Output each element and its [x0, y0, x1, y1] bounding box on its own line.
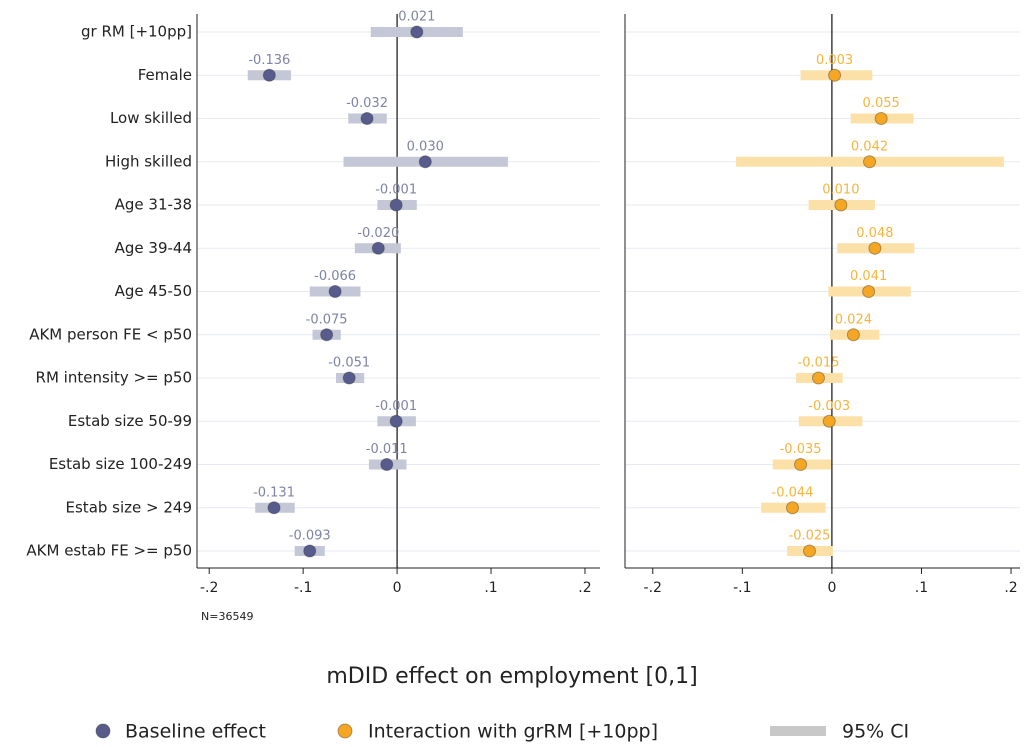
point	[874, 112, 888, 125]
point	[328, 285, 342, 298]
legend-label: Baseline effect	[125, 721, 266, 743]
value-label: -0.001	[375, 399, 417, 414]
value-label: -0.003	[808, 399, 850, 414]
value-label: 0.010	[822, 183, 859, 198]
category-label: Age 31-38	[115, 196, 192, 214]
x-tick-label: 0	[827, 580, 836, 596]
category-label: RM intensity >= p50	[36, 369, 192, 387]
x-axis-title: mDID effect on employment [0,1]	[326, 664, 697, 689]
note: N=36549	[201, 610, 253, 623]
point	[846, 328, 860, 342]
value-label: -0.066	[314, 269, 356, 284]
value-label: 0.041	[850, 269, 887, 284]
value-label: -0.035	[780, 442, 822, 457]
x-tick-label: -.2	[644, 580, 662, 596]
point	[863, 155, 877, 169]
point	[303, 544, 317, 558]
value-label: -0.015	[798, 356, 840, 371]
value-label: 0.003	[816, 53, 853, 68]
point	[803, 544, 817, 558]
value-label: -0.093	[289, 529, 331, 544]
point	[862, 285, 876, 298]
category-label: Age 39-44	[115, 239, 192, 257]
point	[262, 68, 276, 82]
legend-marker	[770, 726, 826, 736]
point	[342, 371, 356, 385]
value-label: -0.025	[789, 529, 831, 544]
category-label: Low skilled	[110, 109, 192, 127]
x-tick-label: .1	[915, 580, 928, 596]
category-label: Estab size 50-99	[68, 412, 192, 430]
value-label: 0.042	[851, 139, 888, 154]
category-label: Age 45-50	[115, 282, 192, 300]
point	[371, 241, 385, 255]
value-label: 0.030	[407, 139, 444, 154]
value-label: -0.020	[357, 226, 399, 241]
value-label: -0.075	[306, 312, 348, 327]
point	[410, 25, 424, 39]
category-label: Estab size 100-249	[49, 455, 192, 473]
value-label: -0.136	[248, 53, 290, 68]
category-label: AKM estab FE >= p50	[26, 542, 192, 560]
x-tick-label: .2	[1004, 580, 1017, 596]
legend-marker	[95, 723, 111, 739]
value-label: 0.048	[856, 226, 893, 241]
category-label: High skilled	[105, 152, 192, 170]
point	[868, 241, 882, 255]
point	[389, 198, 403, 212]
category-label: gr RM [+10pp]	[81, 23, 192, 41]
legend-label: 95% CI	[842, 721, 909, 743]
x-tick-label: 0	[393, 580, 402, 596]
point	[267, 501, 281, 515]
value-label: 0.024	[835, 312, 872, 327]
point	[380, 458, 394, 471]
point	[418, 155, 432, 169]
value-label: -0.001	[375, 183, 417, 198]
value-label: 0.055	[863, 96, 900, 111]
value-label: -0.131	[253, 485, 295, 500]
category-label: Estab size > 249	[66, 498, 192, 516]
category-label: Female	[138, 66, 192, 84]
x-tick-label: .1	[484, 580, 497, 596]
x-tick-label: -.1	[294, 580, 312, 596]
legend-label: Interaction with grRM [+10pp]	[368, 721, 658, 743]
x-tick-label: -.1	[733, 580, 751, 596]
point	[828, 68, 842, 82]
value-label: -0.011	[366, 442, 408, 457]
value-label: 0.021	[398, 10, 435, 25]
legend-marker	[337, 723, 353, 739]
point	[785, 501, 799, 515]
point	[811, 371, 825, 385]
point	[834, 198, 848, 212]
point	[822, 414, 836, 428]
value-label: -0.032	[346, 96, 388, 111]
value-label: -0.044	[772, 485, 814, 500]
x-tick-label: -.2	[200, 580, 218, 596]
category-label: AKM person FE < p50	[29, 325, 192, 343]
x-tick-label: .2	[578, 580, 591, 596]
point	[794, 458, 808, 471]
value-label: -0.051	[328, 356, 370, 371]
point	[320, 328, 334, 342]
point	[360, 112, 374, 125]
point	[389, 414, 403, 428]
